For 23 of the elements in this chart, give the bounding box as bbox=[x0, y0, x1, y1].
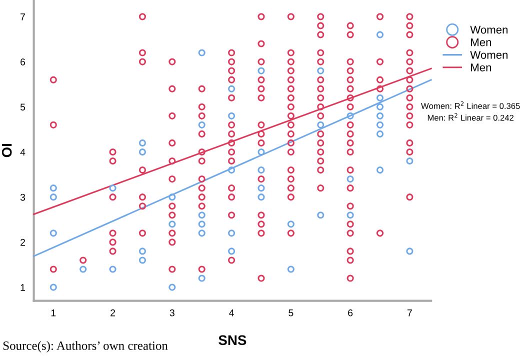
source-note: Source(s): Authors’ own creation bbox=[3, 341, 168, 352]
legend-label: Men bbox=[471, 38, 492, 46]
x-tick-label: 1 bbox=[51, 310, 56, 316]
x-axis-title: SNS bbox=[218, 335, 246, 346]
legend-label: Women bbox=[470, 51, 508, 59]
legend-label: Women bbox=[470, 26, 508, 34]
y-tick-label: 6 bbox=[20, 58, 26, 66]
x-tick-label: 6 bbox=[348, 309, 353, 316]
x-tick-label: 7 bbox=[407, 310, 412, 316]
x-tick-label: 3 bbox=[170, 309, 174, 316]
y-tick-label: 1 bbox=[20, 284, 25, 291]
y-axis-title: OI bbox=[2, 144, 12, 158]
legend-label: Men bbox=[471, 64, 492, 72]
annotation: Men: R$^{2}$ Linear = 0.242 bbox=[428, 113, 514, 121]
annotation: Women: R$^{2}$ Linear = 0.365 bbox=[421, 101, 520, 109]
y-tick-label: 7 bbox=[20, 14, 25, 20]
x-tick-label: 4 bbox=[229, 310, 234, 316]
y-tick-label: 3 bbox=[20, 194, 26, 201]
y-tick-label: 5 bbox=[20, 104, 26, 111]
x-tick-label: 2 bbox=[110, 309, 115, 316]
y-tick-label: 4 bbox=[20, 148, 26, 156]
y-tick-label: 2 bbox=[20, 238, 25, 246]
x-tick-label: 5 bbox=[288, 310, 294, 316]
